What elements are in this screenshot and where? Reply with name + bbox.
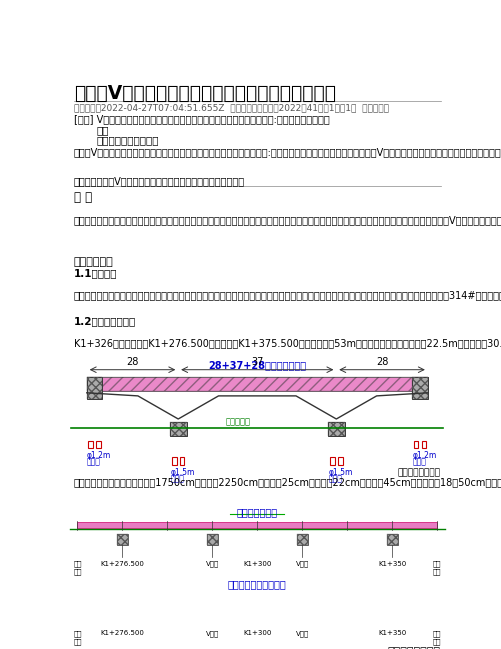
Text: V型墩: V型墩 [205, 630, 218, 637]
Text: 引 言: 引 言 [74, 191, 92, 204]
Bar [411, 378, 427, 399]
Bar [169, 422, 186, 436]
Bar [172, 458, 176, 465]
Text: K1+326中桥起点桩号K1+276.500，终点桩号K1+375.500，桥面总宽度53m，由双幅桥组成，左幅桥宽22.5m，右幅桥宽30.5m，上部结构采用: K1+326中桥起点桩号K1+276.500，终点桩号K1+375.500，桥面… [74, 325, 501, 349]
Bar [386, 606, 397, 615]
Bar [296, 535, 307, 545]
Text: 小跨径V型墩连续刚构混凝土桥梁施工技术要点研究: 小跨径V型墩连续刚构混凝土桥梁施工技术要点研究 [74, 84, 335, 103]
Text: 摘要：V型墩连续刚构桥较之传统梁式桥（尤其是连续梁桥），其优势在于:结构受力比较合理，结构刚度大大提高；V型桥墩外形美观，结构除水平线条以外，还存在倾斜线条，使: 摘要：V型墩连续刚构桥较之传统梁式桥（尤其是连续梁桥），其优势在于:结构受力比较… [74, 147, 501, 157]
Text: 关键词：小跨径V型墩；空腹式连续刚构；混凝土桥梁；施工技术: 关键词：小跨径V型墩；空腹式连续刚构；混凝土桥梁；施工技术 [74, 177, 244, 186]
Bar [77, 593, 436, 598]
Bar [88, 441, 93, 448]
Text: 韩龙: 韩龙 [97, 126, 109, 136]
Text: 小跨径刚构桥横断面图: 小跨径刚构桥横断面图 [227, 579, 286, 589]
Text: 现状地面线: 现状地面线 [225, 418, 250, 426]
Text: φ1.5m: φ1.5m [170, 469, 194, 477]
Bar [206, 606, 217, 615]
Bar [296, 606, 307, 615]
Text: 滨江路位于芙蓉新城南部，路线大体呈东西走向，西起于韶关大道交叉口，向东南方向从韶关市农经中专与韶关市司法学校之间穿过，依次与县道314#和建成的芙蓉大道平面交叉: 滨江路位于芙蓉新城南部，路线大体呈东西走向，西起于韶关大道交叉口，向东南方向从韶… [74, 277, 501, 300]
Text: 1.2景观桥上部结构: 1.2景观桥上部结构 [74, 316, 136, 326]
Text: 深圳市市政工程总公司: 深圳市市政工程总公司 [97, 135, 159, 145]
Bar [330, 458, 334, 465]
Text: 灌注桩: 灌注桩 [411, 458, 425, 467]
Text: 灌注桩: 灌注桩 [87, 458, 100, 467]
Bar [337, 458, 342, 465]
Text: 起点
桥台: 起点 桥台 [73, 630, 82, 644]
Bar [327, 422, 344, 436]
Text: K1+276.500: K1+276.500 [100, 630, 144, 636]
Bar [87, 378, 427, 391]
Text: 一、工程概况: 一、工程概况 [74, 257, 113, 267]
Bar [96, 441, 101, 448]
Text: 1.1工程位置: 1.1工程位置 [74, 268, 117, 278]
Bar [87, 378, 102, 399]
Bar [77, 522, 436, 528]
Bar [117, 535, 128, 545]
Text: 28: 28 [126, 358, 138, 367]
Text: 为：左幅为四箱室断面，梁底宽1750cm，梁面宽2250cm；顶板厚25cm，底板厚22cm，腹板厚45cm，翼缘板厚18～50cm。右幅为六箱室断面，梁底宽2: 为：左幅为四箱室断面，梁底宽1750cm，梁面宽2250cm；顶板厚25cm，底… [74, 478, 501, 487]
Text: φ1.5m: φ1.5m [328, 469, 352, 477]
Text: 37: 37 [250, 358, 263, 367]
Text: V型墩: V型墩 [295, 561, 308, 567]
Bar [87, 378, 427, 391]
Text: 滨江路桥立面图: 滨江路桥立面图 [236, 507, 277, 517]
Text: 灌注桩: 灌注桩 [170, 474, 184, 484]
Bar [206, 535, 217, 545]
Text: 28+37+28连续刚构空腹桥: 28+37+28连续刚构空腹桥 [208, 360, 306, 371]
Bar [117, 535, 128, 545]
Bar [386, 535, 397, 545]
Bar [386, 606, 397, 615]
Text: φ1.2m: φ1.2m [411, 451, 436, 460]
Text: [导读] V型墩连续刚构桥较之传统梁式桥（尤其是连续梁桥），其优势在于:结构受力比较合理。: [导读] V型墩连续刚构桥较之传统梁式桥（尤其是连续梁桥），其优势在于:结构受力… [74, 114, 329, 124]
Text: V型墩: V型墩 [295, 630, 308, 637]
Bar [411, 378, 427, 399]
Bar [413, 441, 418, 448]
Bar [117, 606, 128, 615]
Bar [296, 535, 307, 545]
Bar [421, 441, 425, 448]
Text: K1+300: K1+300 [242, 630, 271, 636]
Text: V型墩: V型墩 [205, 561, 218, 567]
Text: φ1.2m: φ1.2m [87, 451, 111, 460]
Bar [386, 535, 397, 545]
Text: K1+350: K1+350 [377, 630, 405, 636]
Text: 桥台
终点: 桥台 终点 [432, 561, 440, 576]
Text: K1+350: K1+350 [377, 561, 405, 567]
Bar [296, 606, 307, 615]
Text: 起点
桥台: 起点 桥台 [73, 561, 82, 576]
Bar [87, 378, 102, 399]
Text: 二、施工技术要点: 二、施工技术要点 [387, 647, 440, 649]
Text: 桥台
终点: 桥台 终点 [432, 630, 440, 644]
Bar [327, 422, 344, 436]
Text: 灌注桩: 灌注桩 [328, 474, 342, 484]
Text: 28: 28 [375, 358, 387, 367]
Bar [117, 606, 128, 615]
Text: K1+300: K1+300 [242, 561, 271, 567]
Text: 随着我国城市化的发展，城市基础设施建设日益完善，城市人文景观也受到更多重视，城市桥梁兼顾实用的同时也对外观提出了更多的要求。由于V型墩相对普通柱墩具有造型美观，: 随着我国城市化的发展，城市基础设施建设日益完善，城市人文景观也受到更多重视，城市… [74, 202, 501, 225]
Text: 上部结构断面型式: 上部结构断面型式 [397, 469, 440, 477]
Bar [169, 422, 186, 436]
Text: K1+276.500: K1+276.500 [100, 561, 144, 567]
Bar [206, 535, 217, 545]
Bar [179, 458, 184, 465]
Bar [206, 606, 217, 615]
Text: 发布时间：2022-04-27T07:04:51.655Z  来源：《建筑实践》2022年41卷第1月第1期  作者：韩龙: 发布时间：2022-04-27T07:04:51.655Z 来源：《建筑实践》2… [74, 103, 388, 112]
